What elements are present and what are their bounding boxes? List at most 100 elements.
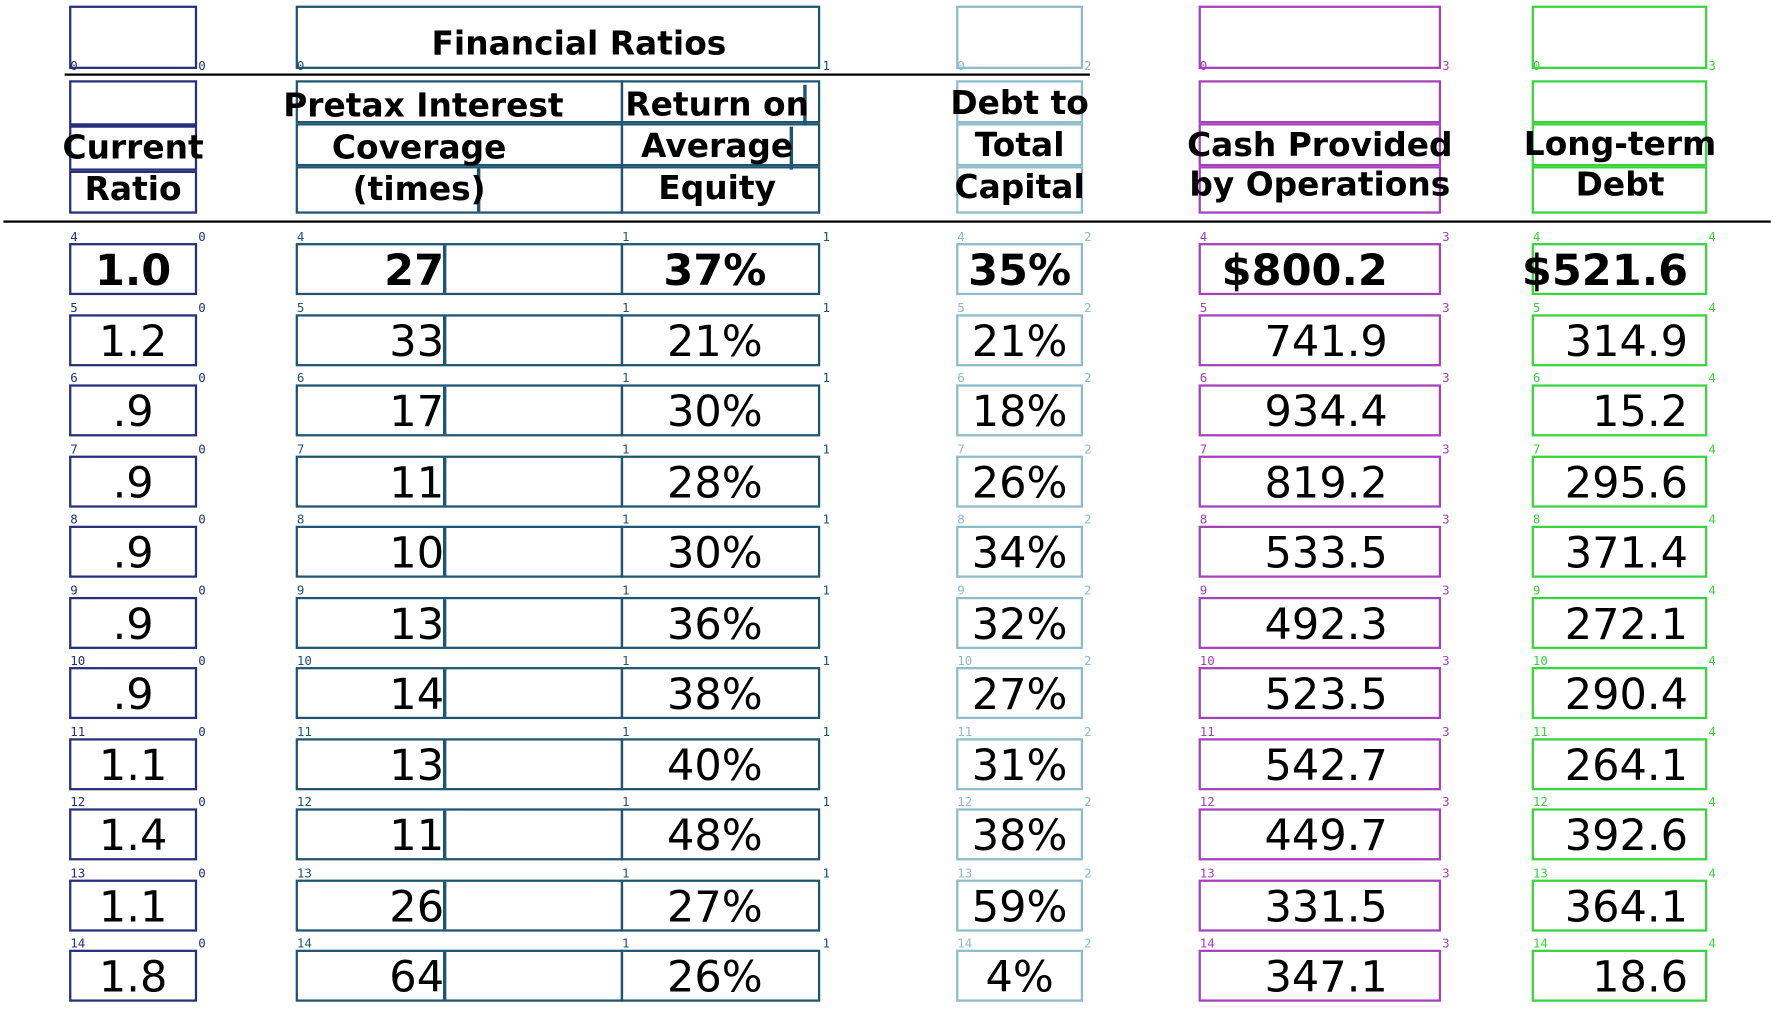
row-index-label: 1 bbox=[822, 936, 830, 951]
return-on-equity-cell-box bbox=[620, 737, 821, 790]
row-index-label: 6 bbox=[1532, 370, 1541, 386]
row-index-label: 14 bbox=[1532, 936, 1548, 951]
row-index-label: 12 bbox=[957, 794, 973, 810]
row-index-label: 12 bbox=[1532, 794, 1548, 810]
row-index-label: 4 bbox=[1199, 229, 1208, 245]
row-index-label: 3 bbox=[1442, 582, 1450, 598]
long-term-debt-cell: 18.6 bbox=[1592, 951, 1689, 1002]
row-index-label: 2 bbox=[1084, 300, 1092, 315]
ltd-header-box-2 bbox=[1531, 123, 1708, 167]
row-index-label: 9 bbox=[957, 582, 965, 598]
coverage-marker bbox=[442, 598, 447, 647]
pretax-coverage-cell: 13 bbox=[389, 598, 445, 649]
return-on-equity-cell: 28% bbox=[667, 457, 763, 508]
row-index-label: 6 bbox=[1199, 370, 1208, 386]
row-index-label: 6 bbox=[70, 370, 78, 386]
roe-header-marker-2 bbox=[789, 126, 794, 170]
cash-operations-cell: 533.5 bbox=[1264, 527, 1388, 578]
row-index-label: 1 bbox=[822, 794, 830, 810]
current-ratio-cell: 1.1 bbox=[98, 739, 168, 790]
row-index-label: 0 bbox=[198, 370, 206, 386]
row-index-label: 3 bbox=[1442, 653, 1450, 669]
row-index-label: 0 bbox=[198, 300, 206, 315]
row-index-label: 12 bbox=[296, 794, 312, 810]
row-index-label: 4 bbox=[1708, 724, 1716, 739]
row-index-label: 3 bbox=[1442, 300, 1450, 315]
long-term-debt-cell: 272.1 bbox=[1564, 598, 1689, 649]
current-ratio-cell: .9 bbox=[112, 527, 154, 578]
row-index-label: 5 bbox=[957, 300, 965, 315]
debt-to-capital-cell-box bbox=[956, 313, 1084, 366]
row-index-label: 1 bbox=[822, 229, 830, 245]
pretax-coverage-cell: 11 bbox=[389, 457, 445, 508]
current-ratio-cell-box bbox=[69, 808, 198, 861]
return-on-equity-cell-box bbox=[620, 808, 821, 861]
pretax-header-line-1: Pretax Interest bbox=[283, 85, 564, 125]
row-index-label: 8 bbox=[1199, 512, 1208, 527]
coverage-marker bbox=[442, 316, 447, 364]
current-ratio-cell: .9 bbox=[112, 386, 154, 437]
row-index-label: 3 bbox=[1442, 936, 1450, 951]
debt-to-capital-cell-box bbox=[956, 808, 1084, 861]
cash-operations-cell-box bbox=[1198, 596, 1442, 649]
row-index-label: 3 bbox=[1442, 865, 1450, 881]
row-index-label: 2 bbox=[1084, 229, 1092, 245]
current-ratio-cell-box bbox=[69, 525, 198, 578]
row-index-label: 11 bbox=[957, 724, 973, 739]
coverage-marker bbox=[442, 527, 447, 576]
coverage-marker bbox=[442, 951, 447, 1000]
debt-to-capital-cell: 4% bbox=[985, 951, 1054, 1002]
ltd-header-line-1: Long-term bbox=[1523, 124, 1717, 163]
row-index-label: 11 bbox=[1532, 724, 1548, 739]
row-index-label: 8 bbox=[296, 512, 305, 527]
row-index-label: 6 bbox=[296, 370, 305, 386]
long-term-debt-cell: 290.4 bbox=[1564, 669, 1689, 720]
debt-header-box-0 bbox=[956, 5, 1084, 69]
row-index-label: 7 bbox=[1532, 441, 1541, 457]
pretax-coverage-cell: 10 bbox=[389, 527, 445, 578]
pretax-coverage-cell: 33 bbox=[389, 316, 445, 366]
row-index-label: 3 bbox=[1442, 370, 1450, 386]
long-term-debt-cell: $521.6 bbox=[1521, 245, 1689, 296]
row-index-label: 0 bbox=[198, 582, 206, 598]
cash-operations-cell: 331.5 bbox=[1264, 881, 1388, 932]
debt-to-capital-cell: 38% bbox=[971, 810, 1068, 861]
roe-header-box-1 bbox=[620, 80, 821, 124]
cr-header-line-1: Current bbox=[62, 127, 204, 167]
ltd-header-box-3 bbox=[1531, 166, 1708, 214]
fr-title-box bbox=[295, 5, 821, 69]
row-index-label: 11 bbox=[296, 724, 312, 739]
row-index-label: 0 bbox=[198, 724, 206, 739]
long-term-debt-cell-box bbox=[1531, 737, 1708, 790]
roe-header-marker bbox=[803, 84, 807, 125]
debt-header-box-3 bbox=[956, 166, 1084, 214]
long-term-debt-cell-box bbox=[1531, 313, 1708, 366]
debt-header-box-2 bbox=[956, 123, 1084, 167]
debt-to-capital-cell-box bbox=[956, 525, 1084, 578]
header-index-label: 2 bbox=[1084, 58, 1092, 74]
header-index-label: 1 bbox=[822, 58, 830, 74]
row-index-label: 0 bbox=[198, 441, 206, 457]
ltd-header-line-2: Debt bbox=[1575, 165, 1665, 204]
row-index-label: 4 bbox=[1708, 936, 1716, 951]
row-index-label: 1 bbox=[822, 724, 830, 739]
row-index-label: 4 bbox=[957, 229, 965, 245]
row-index-label: 3 bbox=[1442, 724, 1450, 739]
debt-to-capital-cell-box bbox=[956, 455, 1084, 508]
row-index-label: 3 bbox=[1442, 441, 1450, 457]
current-ratio-cell-box bbox=[69, 596, 198, 649]
roe-header-line-1: Return on bbox=[625, 84, 809, 124]
pretax-header-line-3: (times) bbox=[352, 169, 486, 209]
row-index-label: 14 bbox=[296, 936, 312, 951]
ltd-header-box-1 bbox=[1531, 80, 1708, 124]
cash-operations-cell-box bbox=[1198, 525, 1442, 578]
pretax-coverage-cell: 17 bbox=[389, 386, 445, 437]
current-ratio-cell-box bbox=[69, 313, 198, 366]
return-on-equity-cell: 40% bbox=[667, 739, 763, 790]
long-term-debt-cell-box bbox=[1531, 667, 1708, 720]
row-index-label: 6 bbox=[957, 370, 965, 386]
pretax-coverage-cell: 14 bbox=[389, 669, 445, 720]
debt-to-capital-cell: 27% bbox=[971, 669, 1068, 720]
row-index-label: 2 bbox=[1084, 794, 1092, 810]
current-ratio-cell: .9 bbox=[112, 669, 154, 720]
